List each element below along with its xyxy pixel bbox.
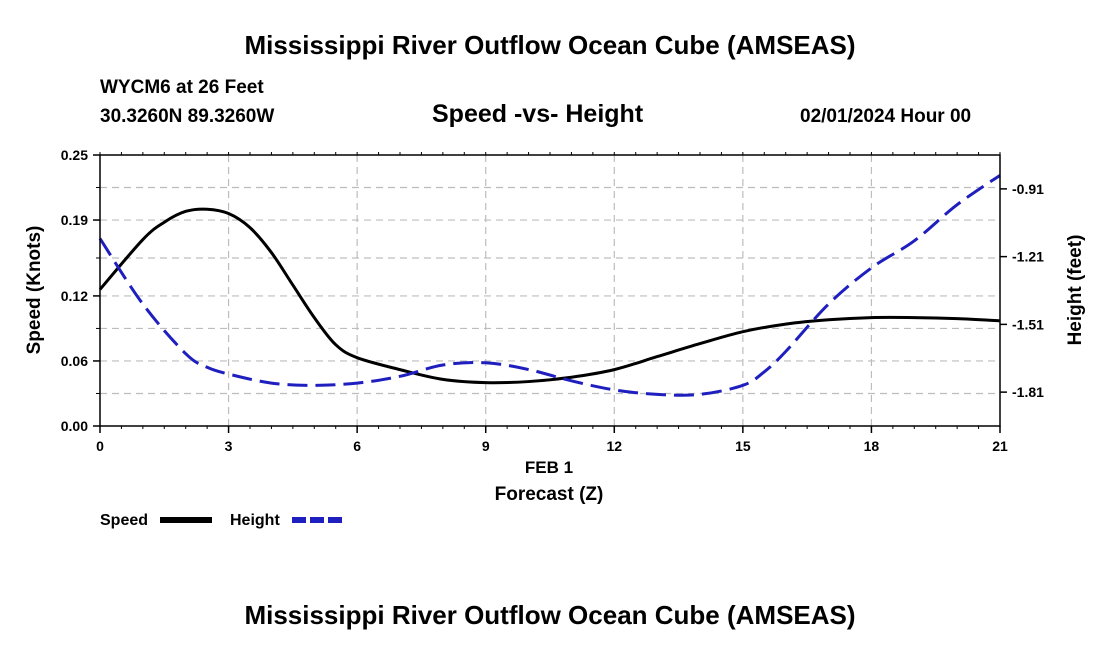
x-tick-label: 12 — [606, 438, 622, 454]
y-left-tick-label: 0.06 — [61, 353, 88, 369]
y-axis-right-label: Height (feet) — [1065, 235, 1086, 346]
footer-title: Mississippi River Outflow Ocean Cube (AM… — [244, 600, 856, 630]
x-tick-label: 15 — [735, 438, 751, 454]
y-right-tick-label: -1.21 — [1012, 249, 1044, 265]
legend: Speed Height — [100, 512, 342, 529]
legend-speed-label: Speed — [100, 512, 148, 529]
legend-height-label: Height — [230, 512, 280, 529]
x-tick-label: 0 — [96, 438, 104, 454]
y-left-tick-label: 0.19 — [61, 212, 88, 228]
series-line-speed — [98, 207, 1001, 385]
plot-frame — [99, 154, 1001, 427]
y-right-tick-label: -1.81 — [1012, 384, 1044, 400]
x-tick-label: 9 — [482, 438, 490, 454]
station-label: WYCM6 at 26 Feet — [100, 77, 264, 98]
x-tick-label: 18 — [864, 438, 880, 454]
grid-layer — [100, 155, 1000, 426]
chart-title: Speed -vs- Height — [432, 100, 644, 128]
page-title: Mississippi River Outflow Ocean Cube (AM… — [244, 30, 856, 60]
y-right-tick-label: -0.91 — [1012, 181, 1044, 197]
x-tick-label: 3 — [225, 438, 233, 454]
series-line-height — [98, 174, 1001, 397]
axis-layer: 0 3 6 9 12 15 18 21 0.00 0.06 0.12 0.19 0.25 -1.81 -1.… — [61, 147, 1044, 454]
series-layer — [98, 174, 1001, 397]
y-left-tick-label: 0.25 — [61, 147, 88, 163]
x-tick-label: 6 — [353, 438, 361, 454]
y-axis-left-label: Speed (Knots) — [24, 226, 45, 355]
x-axis-date-label: FEB 1 — [525, 458, 573, 477]
station-coordinates: 30.3260N 89.3260W — [100, 106, 275, 127]
x-tick-label: 21 — [992, 438, 1008, 454]
forecast-datetime: 02/01/2024 Hour 00 — [800, 106, 972, 127]
y-right-tick-label: -1.51 — [1012, 316, 1044, 332]
y-left-tick-label: 0.12 — [61, 288, 88, 304]
x-axis-label: Forecast (Z) — [495, 484, 604, 505]
y-left-tick-label: 0.00 — [61, 418, 88, 434]
